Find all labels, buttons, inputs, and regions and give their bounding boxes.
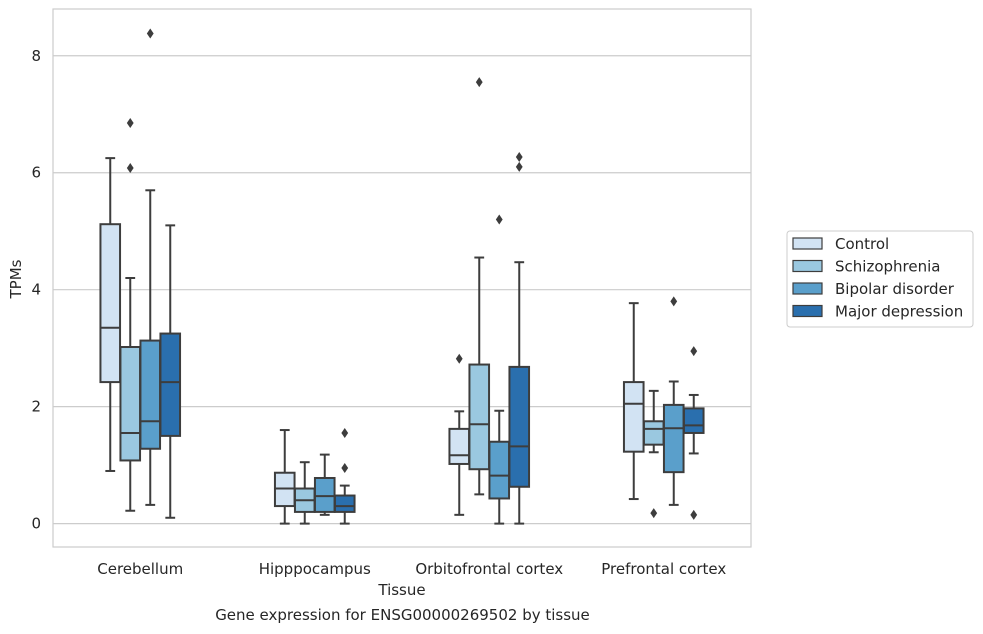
legend-frame bbox=[786, 230, 974, 328]
outlier-point bbox=[495, 214, 503, 225]
x-tick-labels: Cerebellum Hipppocampus Orbitofrontal cort… bbox=[97, 560, 726, 578]
legend-swatch bbox=[792, 304, 823, 318]
outlier-point bbox=[690, 509, 698, 520]
y-axis-label: TPMs bbox=[7, 259, 25, 299]
y-tick-label: 8 bbox=[31, 47, 41, 65]
legend-label: Bipolar disorder bbox=[835, 280, 955, 298]
box bbox=[682, 407, 705, 434]
box bbox=[622, 381, 645, 453]
outlier-point bbox=[515, 161, 523, 172]
box bbox=[333, 494, 356, 513]
box bbox=[119, 346, 142, 462]
series-major-depression bbox=[159, 151, 705, 525]
y-tick-label: 2 bbox=[31, 398, 41, 416]
x-axis-label: Tissue bbox=[377, 581, 425, 599]
x-tick-label: Hipppocampus bbox=[259, 560, 371, 578]
series-control bbox=[99, 157, 645, 525]
plot-frame bbox=[52, 8, 752, 548]
y-tick-label: 0 bbox=[31, 515, 41, 533]
outlier-point bbox=[650, 508, 658, 519]
outlier-point bbox=[670, 296, 678, 307]
outlier-point bbox=[341, 463, 349, 474]
outlier-point bbox=[455, 353, 463, 364]
outlier-point bbox=[126, 163, 134, 174]
box bbox=[313, 476, 336, 513]
y-tick-labels: 0 2 4 6 8 bbox=[31, 47, 41, 533]
grid-lines bbox=[53, 55, 751, 525]
legend: Control Schizophrenia Bipolar disorder Majo… bbox=[786, 230, 974, 328]
outlier-point bbox=[475, 77, 483, 88]
outlier-point bbox=[515, 151, 523, 162]
outlier-point bbox=[126, 118, 134, 129]
legend-swatch bbox=[792, 237, 823, 250]
box bbox=[468, 363, 491, 471]
x-tick-label: Prefrontal cortex bbox=[601, 560, 726, 578]
box bbox=[99, 223, 122, 384]
box bbox=[508, 365, 531, 488]
legend-label: Control bbox=[835, 235, 889, 253]
y-tick-label: 4 bbox=[31, 281, 41, 299]
legend-label: Schizophrenia bbox=[835, 258, 940, 276]
box bbox=[662, 403, 685, 474]
outlier-point bbox=[146, 28, 154, 39]
legend-label: Major depression bbox=[835, 303, 963, 321]
x-tick-label: Cerebellum bbox=[97, 560, 183, 578]
box bbox=[642, 420, 665, 446]
box bbox=[159, 332, 182, 437]
box bbox=[139, 339, 162, 450]
series-schizophrenia bbox=[119, 77, 665, 525]
box bbox=[488, 440, 511, 500]
series-bipolar-disorder bbox=[139, 28, 685, 525]
legend-swatch bbox=[792, 259, 823, 273]
x-tick-label: Orbitofrontal cortex bbox=[415, 560, 563, 578]
outlier-point bbox=[341, 427, 349, 438]
y-tick-label: 6 bbox=[31, 164, 41, 182]
legend-swatch bbox=[792, 282, 823, 295]
box bbox=[448, 427, 471, 465]
outlier-point bbox=[690, 346, 698, 357]
box-plots bbox=[99, 28, 705, 525]
figure-caption: Gene expression for ENSG00000269502 by t… bbox=[215, 606, 590, 624]
